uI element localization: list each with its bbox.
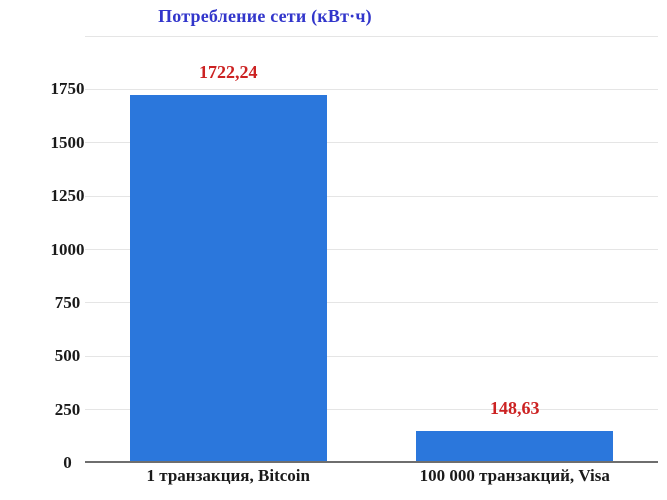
gridline xyxy=(85,88,658,90)
plot-area xyxy=(85,35,658,463)
y-tick-label: 500 xyxy=(54,346,81,366)
bar xyxy=(129,95,327,463)
y-tick-label: 0 xyxy=(63,453,72,472)
x-category-label: 1 транзакция, Bitcoin xyxy=(146,466,310,485)
x-category-label: 100 000 транзакций, Visa xyxy=(419,466,610,485)
y-tick-label: 1750 xyxy=(50,79,85,99)
gridline xyxy=(85,142,658,144)
y-tick-label: 1500 xyxy=(50,132,85,152)
gridline xyxy=(85,249,658,250)
y-tick-label: 250 xyxy=(54,399,81,419)
y-tick-label: 750 xyxy=(54,292,81,312)
bar-value-label: 148,63 xyxy=(490,398,540,419)
gridline xyxy=(85,409,658,411)
gridline xyxy=(85,195,658,197)
gridline xyxy=(85,35,658,37)
gridline xyxy=(85,355,658,357)
x-axis-line xyxy=(85,461,658,463)
gridline xyxy=(85,302,658,304)
y-tick-label: 1250 xyxy=(50,186,85,206)
bar-value-label: 1722,24 xyxy=(199,62,258,83)
y-tick-label: 1000 xyxy=(50,239,85,259)
bar xyxy=(416,431,614,463)
chart-title: Потребление сети (кВт·ч) xyxy=(158,6,372,26)
